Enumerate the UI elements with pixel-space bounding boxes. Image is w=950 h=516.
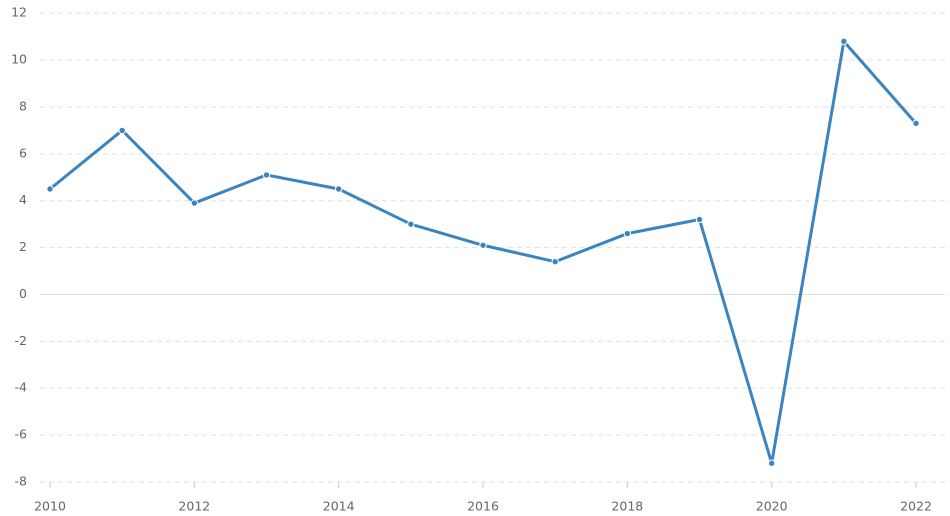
y-tick-label: 8 (19, 98, 27, 113)
point (767, 459, 776, 467)
y-tick-label: 2 (19, 239, 27, 254)
x-tick-label: 2020 (756, 499, 788, 514)
y-tick-label: 0 (19, 286, 27, 301)
point (695, 215, 704, 224)
point (551, 257, 559, 266)
x-tick-label: 2022 (900, 499, 932, 514)
point (840, 37, 848, 46)
point (262, 171, 271, 179)
x-tick-label: 2016 (467, 499, 499, 514)
x-tick-label: 2012 (178, 499, 210, 514)
y-tick-label: -2 (15, 333, 27, 348)
y-tick-label: 10 (11, 52, 27, 67)
point (46, 185, 54, 193)
y-tick-label: -8 (15, 474, 28, 489)
point (334, 185, 343, 193)
y-tick-label: -6 (15, 427, 28, 442)
point (912, 119, 920, 128)
line (49, 39, 918, 465)
point (479, 241, 487, 249)
point (190, 199, 199, 207)
x-tick-label: 2010 (34, 499, 66, 514)
x-tick-label: 2014 (323, 499, 355, 514)
x-tick-label: 2018 (611, 499, 643, 514)
y-tick-label: 12 (11, 5, 27, 20)
y-tick-label: 6 (19, 145, 27, 160)
point (118, 126, 126, 135)
y-tick-label: 4 (19, 192, 27, 207)
y-tick-label: -4 (15, 380, 28, 395)
point (623, 229, 632, 238)
point (407, 220, 415, 228)
